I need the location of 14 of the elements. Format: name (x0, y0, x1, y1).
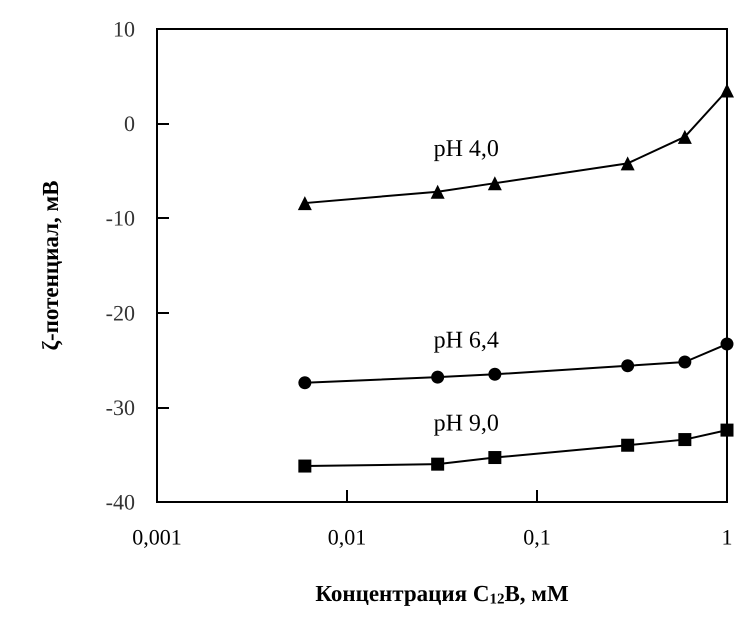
y-tick-label: 10 (113, 16, 135, 42)
y-tick-label: -20 (106, 300, 135, 326)
x-tick-label: 0,001 (132, 524, 182, 550)
y-tick-label: -10 (106, 206, 135, 231)
x-tick-label: 0,01 (328, 524, 366, 550)
y-tick-label: 0 (124, 111, 135, 136)
annotation: pH 9,0 (434, 410, 499, 437)
annotation: pH 6,4 (434, 327, 499, 354)
x-tick-label: 1 (722, 524, 732, 550)
y-tick-label: -40 (106, 490, 135, 514)
y-tick-label: -30 (106, 394, 135, 420)
y-axis-title: ζ-потенциал, мВ (38, 180, 63, 350)
annotation: pH 4,0 (434, 136, 499, 162)
x-tick-label: 0,1 (523, 524, 551, 550)
